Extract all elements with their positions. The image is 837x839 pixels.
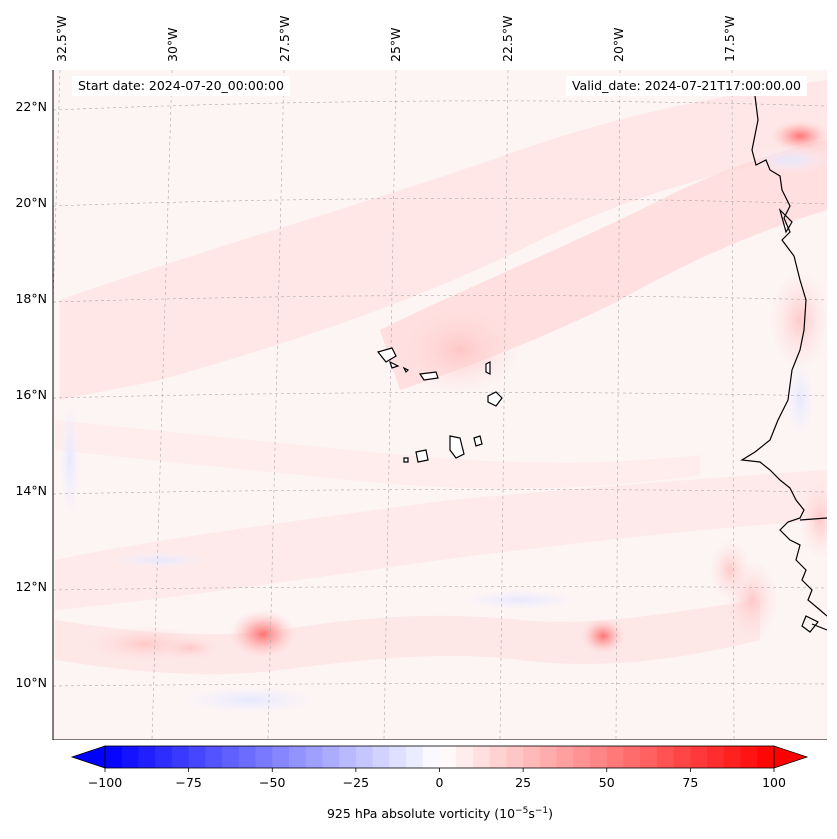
colorbar-segment bbox=[205, 746, 223, 768]
colorbar-segment bbox=[606, 746, 625, 768]
colorbar-tick-label: 25 bbox=[515, 775, 531, 790]
lat-label: 10°N bbox=[15, 675, 47, 690]
lon-label: 25°W bbox=[388, 27, 403, 62]
colorbar-tick-label: 100 bbox=[762, 775, 786, 790]
colorbar-segment bbox=[138, 746, 156, 768]
colorbar: −100 −75 −50 −25 0 25 50 75 100 bbox=[70, 745, 809, 790]
colorbar-segment bbox=[723, 746, 742, 768]
lon-label: 32.5°W bbox=[54, 16, 69, 62]
colorbar-min-extend bbox=[70, 745, 106, 769]
colorbar-segment bbox=[105, 746, 123, 768]
colorbar-label-mid: s bbox=[528, 806, 535, 822]
colorbar-segment bbox=[707, 746, 725, 768]
cape-verde-islands bbox=[376, 347, 503, 463]
colorbar-segments bbox=[105, 746, 775, 768]
graticule bbox=[53, 70, 827, 740]
lon-label: 20°W bbox=[611, 27, 626, 62]
colorbar-label-exp2: −1 bbox=[534, 806, 549, 816]
colorbar-segment bbox=[288, 746, 307, 768]
lon-label: 30°W bbox=[165, 27, 180, 62]
valid-date-label: Valid_date: 2024-07-21T17:00:00.00 bbox=[565, 76, 807, 96]
colorbar-segment bbox=[757, 746, 775, 768]
colorbar-max-extend bbox=[773, 745, 809, 769]
colorbar-segment bbox=[556, 746, 574, 768]
colorbar-label-main: 925 hPa absolute vorticity (10 bbox=[326, 806, 516, 822]
colorbar-segment bbox=[456, 746, 474, 768]
colorbar-label-end: ) bbox=[548, 806, 553, 822]
colorbar-label-exp1: −5 bbox=[515, 806, 529, 816]
colorbar-segment bbox=[171, 746, 190, 768]
colorbar-segment bbox=[305, 746, 324, 768]
colorbar-segment bbox=[573, 746, 591, 768]
lon-label: 17.5°W bbox=[722, 16, 737, 62]
colorbar-segment bbox=[389, 746, 407, 768]
lat-label: 12°N bbox=[15, 579, 47, 594]
colorbar-segment bbox=[188, 746, 206, 768]
colorbar-segment bbox=[740, 746, 758, 768]
colorbar-segment bbox=[539, 746, 558, 768]
colorbar-segment bbox=[355, 746, 374, 768]
lon-label: 27.5°W bbox=[277, 16, 292, 62]
colorbar-segment bbox=[472, 746, 491, 768]
vorticity-map: 32.5°W 30°W 27.5°W 25°W 22.5°W 20°W 17.5… bbox=[15, 16, 827, 740]
colorbar-segment bbox=[640, 746, 658, 768]
lon-label: 22.5°W bbox=[500, 16, 515, 62]
colorbar-segment bbox=[623, 746, 641, 768]
colorbar-tick-label: −25 bbox=[343, 775, 369, 790]
start-date-label: Start date: 2024-07-20_00:00:00 bbox=[72, 76, 290, 96]
colorbar-segment bbox=[121, 746, 140, 768]
lat-label: 18°N bbox=[15, 291, 47, 306]
colorbar-segment bbox=[372, 746, 390, 768]
lat-label: 16°N bbox=[15, 387, 47, 402]
colorbar-tick-label: 0 bbox=[436, 775, 444, 790]
colorbar-label: 925 hPa absolute vorticity (10−5s−1) bbox=[0, 806, 837, 821]
colorbar-tick-label: −50 bbox=[259, 775, 285, 790]
colorbar-tick-label: −75 bbox=[175, 775, 201, 790]
latitude-labels: 22°N 20°N 18°N 16°N 14°N 12°N 10°N bbox=[15, 99, 47, 690]
colorbar-segment bbox=[255, 746, 273, 768]
lat-label: 20°N bbox=[15, 195, 47, 210]
longitude-labels: 32.5°W 30°W 27.5°W 25°W 22.5°W 20°W 17.5… bbox=[54, 16, 737, 62]
colorbar-segment bbox=[506, 746, 524, 768]
colorbar-segment bbox=[322, 746, 340, 768]
lat-label: 22°N bbox=[15, 99, 47, 114]
colorbar-segment bbox=[523, 746, 541, 768]
colorbar-segment bbox=[272, 746, 290, 768]
colorbar-ticks: −100 −75 −50 −25 0 25 50 75 100 bbox=[88, 768, 786, 790]
colorbar-segment bbox=[155, 746, 173, 768]
colorbar-segment bbox=[339, 746, 357, 768]
colorbar-segment bbox=[590, 746, 608, 768]
colorbar-segment bbox=[238, 746, 257, 768]
colorbar-segment bbox=[673, 746, 691, 768]
colorbar-segment bbox=[690, 746, 708, 768]
vorticity-field bbox=[53, 70, 827, 740]
colorbar-segment bbox=[489, 746, 507, 768]
colorbar-tick-label: −100 bbox=[88, 775, 122, 790]
colorbar-segment bbox=[422, 746, 441, 768]
colorbar-segment bbox=[439, 746, 457, 768]
colorbar-segment bbox=[406, 746, 424, 768]
lat-label: 14°N bbox=[15, 483, 47, 498]
colorbar-tick-label: 50 bbox=[599, 775, 615, 790]
colorbar-segment bbox=[656, 746, 675, 768]
colorbar-segment bbox=[222, 746, 240, 768]
coastline bbox=[740, 95, 827, 633]
colorbar-tick-label: 75 bbox=[682, 775, 698, 790]
